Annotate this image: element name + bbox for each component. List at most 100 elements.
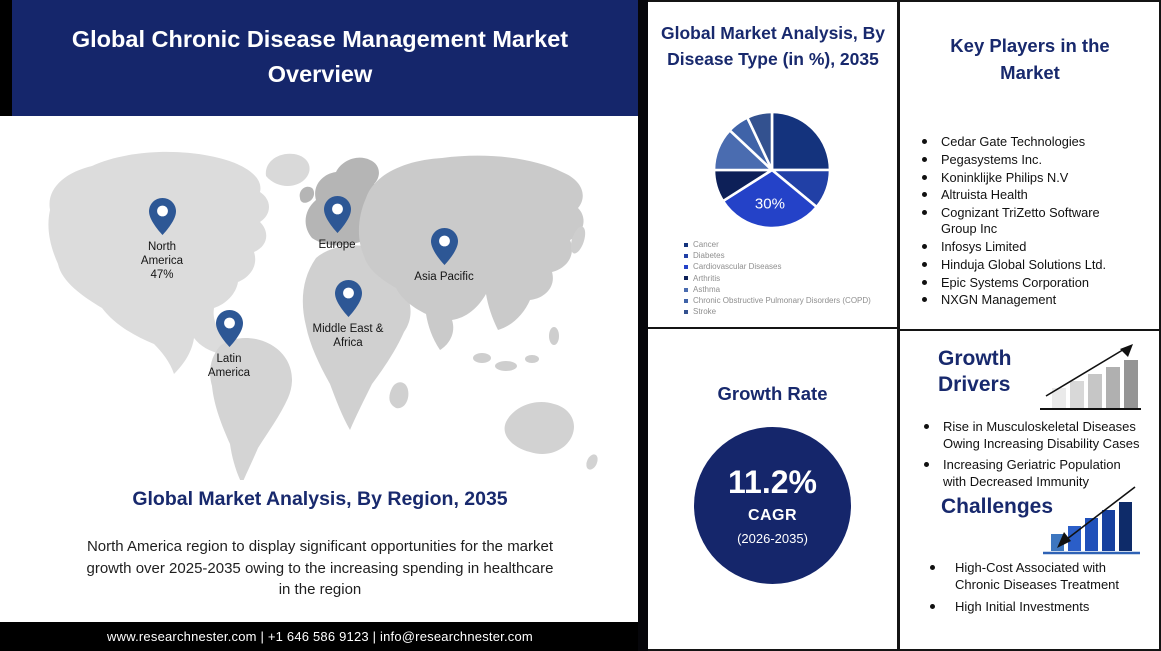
- middle-column-right-border: [897, 0, 900, 651]
- key-player-item: Pegasystems Inc.: [920, 152, 1138, 168]
- map-pin-label: Latin America: [207, 353, 251, 380]
- continent-greenland: [265, 153, 310, 186]
- pie-legend-item: Asthma: [684, 285, 871, 295]
- key-player-item: Infosys Limited: [920, 239, 1138, 255]
- island-philippines: [549, 327, 559, 345]
- panel-top-border: [648, 0, 1161, 2]
- growth-drivers-list: Rise in Musculoskeletal Diseases Owing I…: [922, 419, 1140, 495]
- pie-data-label: 30%: [755, 196, 785, 213]
- map-pin-icon: [334, 280, 362, 317]
- pie-legend-item: Cardiovascular Diseases: [684, 262, 871, 272]
- legend-swatch-icon: [684, 298, 688, 303]
- key-players-list: Cedar Gate Technologies Pegasystems Inc. K…: [920, 134, 1138, 310]
- footer-contact-text: www.researchnester.com | +1 646 586 9123…: [107, 629, 533, 644]
- legend-swatch-icon: [684, 276, 688, 281]
- legend-label: Arthritis: [693, 273, 721, 283]
- growth-rate-heading: Growth Rate: [717, 383, 828, 404]
- map-pin-middle-east-africa: Middle East & Africa: [298, 280, 398, 350]
- key-player-item: Cognizant TriZetto Software Group Inc: [920, 205, 1138, 238]
- island-indonesia-3: [525, 355, 539, 363]
- world-map-svg: [48, 151, 598, 480]
- pie-legend: Cancer Diabetes Cardiovascular Diseases Art…: [684, 240, 871, 318]
- island-indonesia-2: [495, 361, 517, 371]
- growth-drivers-heading: Growth Drivers: [938, 347, 1012, 397]
- island-madagascar: [389, 382, 409, 409]
- key-player-item: Epic Systems Corporation: [920, 275, 1138, 291]
- panel-right-border: [1159, 0, 1161, 651]
- pie-slice-stroke: [746, 110, 774, 172]
- map-pin-label: Europe: [318, 239, 356, 251]
- challenge-item: High-Cost Associated with Chronic Diseas…: [928, 560, 1128, 594]
- continent-south-america: [210, 337, 292, 480]
- title-banner: [0, 0, 640, 116]
- map-pin-label: Middle East & Africa: [312, 323, 384, 350]
- cagr-value: 11.2%: [728, 463, 817, 500]
- growth-driver-item: Increasing Geriatric Population with Dec…: [922, 457, 1140, 491]
- page-title: Global Chronic Disease Management Market…: [71, 26, 569, 88]
- region-description: North America region to display signific…: [86, 538, 554, 599]
- map-pin-icon: [430, 228, 458, 265]
- region-section-heading: Global Market Analysis, By Region, 2035: [132, 488, 508, 510]
- challenges-heading: Challenges: [941, 495, 1054, 518]
- pie-legend-item: Chronic Obstructive Pulmonary Disorders …: [684, 296, 871, 306]
- island-uk: [299, 186, 315, 203]
- key-players-heading: Key Players in the Market: [950, 35, 1110, 83]
- map-pin-europe: Europe: [287, 196, 387, 252]
- middle-horizontal-divider: [648, 327, 897, 329]
- right-horizontal-divider: [900, 329, 1159, 331]
- legend-label: Asthma: [693, 284, 721, 294]
- legend-swatch-icon: [684, 253, 688, 258]
- banner-left-accent: [0, 0, 12, 116]
- map-pin-icon: [323, 196, 351, 233]
- legend-swatch-icon: [684, 242, 688, 247]
- pie-legend-item: Arthritis: [684, 274, 871, 284]
- island-indonesia-1: [473, 353, 491, 363]
- growth-driver-item: Rise in Musculoskeletal Diseases Owing I…: [922, 419, 1140, 453]
- legend-label: Cancer: [693, 240, 719, 249]
- key-player-item: NXGN Management: [920, 292, 1138, 308]
- growth-bar-chart-icon: [1040, 344, 1141, 410]
- map-pin-icon: [215, 310, 243, 347]
- world-map: North America 47% Europe Asia Pacific Middle…: [30, 140, 610, 480]
- footer-bar: www.researchnester.com | +1 646 586 9123…: [0, 622, 640, 651]
- challenges-bar-chart-icon: [1043, 486, 1140, 555]
- vertical-divider: [638, 0, 648, 651]
- challenge-item: High Initial Investments: [928, 599, 1128, 616]
- key-player-item: Cedar Gate Technologies: [920, 134, 1138, 150]
- cagr-period: (2026-2035): [737, 530, 808, 546]
- legend-label: Chronic Obstructive Pulmonary Disorders …: [693, 295, 871, 305]
- map-pin-north-america: North America 47%: [112, 198, 212, 282]
- island-new-zealand: [586, 454, 598, 470]
- cagr-circle: 11.2% CAGR (2026-2035): [694, 427, 851, 584]
- pie-slice-cardiovascular-diseases: [721, 168, 818, 230]
- map-pin-asia-pacific: Asia Pacific: [394, 228, 494, 284]
- pie-legend-item: Stroke: [684, 307, 871, 317]
- pie-chart-title: Global Market Analysis, By Disease Type …: [660, 23, 885, 70]
- pie-legend-item: Cancer: [684, 240, 871, 250]
- continent-asia: [358, 155, 584, 350]
- legend-label: Cardiovascular Diseases: [693, 262, 782, 272]
- map-pin-label: North America: [140, 241, 184, 268]
- key-player-item: Koninklijke Philips N.V: [920, 170, 1138, 186]
- challenges-list: High-Cost Associated with Chronic Diseas…: [928, 560, 1128, 621]
- map-pin-latin-america: Latin America: [179, 310, 279, 380]
- continent-australia: [504, 402, 574, 455]
- pie-slice-cancer: [770, 110, 832, 172]
- map-pin-label: Asia Pacific: [414, 271, 474, 283]
- pie-legend-item: Diabetes: [684, 251, 871, 261]
- legend-label: Stroke: [693, 307, 717, 317]
- legend-swatch-icon: [684, 287, 688, 292]
- map-pin-share: 47%: [150, 269, 174, 282]
- disease-type-pie-chart: 30%: [712, 110, 832, 230]
- legend-swatch-icon: [684, 265, 688, 270]
- continent-north-america: [48, 151, 269, 374]
- key-player-item: Altruista Health: [920, 187, 1138, 203]
- key-player-item: Hinduja Global Solutions Ltd.: [920, 257, 1138, 273]
- legend-swatch-icon: [684, 309, 688, 314]
- map-pin-icon: [148, 198, 176, 235]
- legend-label: Diabetes: [693, 251, 725, 261]
- island-japan: [570, 226, 586, 254]
- panel-bottom-border: [648, 649, 1161, 651]
- cagr-label: CAGR: [747, 506, 798, 524]
